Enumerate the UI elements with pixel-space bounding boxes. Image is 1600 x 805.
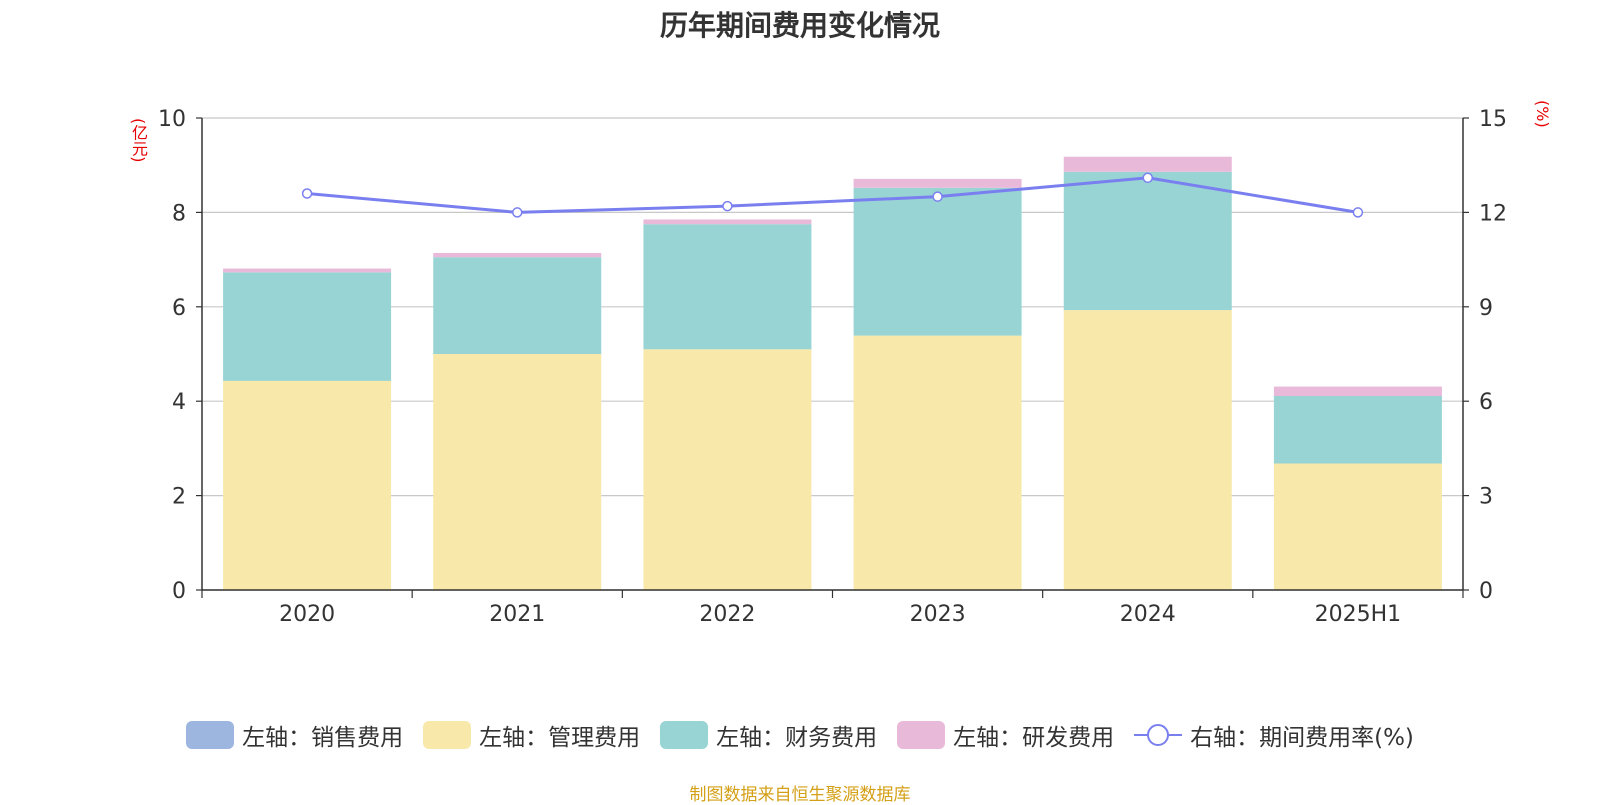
right-axis-tick-label: 3	[1479, 485, 1493, 510]
right-axis-label: (%)	[1533, 100, 1552, 128]
bar-admin	[433, 354, 602, 590]
legend-label-finance: 左轴：财务费用	[716, 725, 878, 751]
point-rate	[722, 200, 733, 212]
line-rate	[306, 176, 1359, 214]
data-source-note: 制图数据来自恒生聚源数据库	[689, 785, 911, 805]
point-rate	[1352, 207, 1364, 218]
left-axis-tick-label: 8	[172, 201, 186, 226]
left-axis-tick-label: 10	[158, 107, 186, 132]
bar-finance	[433, 257, 602, 354]
bar-admin	[1273, 463, 1442, 590]
legend-item-sales[interactable]: 左轴：销售费用	[186, 718, 403, 752]
bar-finance	[1273, 396, 1442, 464]
bar-rnd	[1063, 156, 1232, 172]
right-axis-tick-label: 15	[1479, 107, 1507, 132]
legend-label-sales: 左轴：销售费用	[242, 725, 404, 751]
point-rate	[301, 188, 313, 199]
legend-item-rate[interactable]: 右轴：期间费用率(%)	[1134, 718, 1414, 752]
bar-rnd	[643, 219, 812, 225]
point-rate	[1142, 172, 1153, 184]
left-axis-tick-label: 4	[172, 390, 186, 415]
point-rate	[512, 207, 523, 218]
right-axis-tick-label: 6	[1479, 390, 1493, 415]
bar-finance	[853, 187, 1022, 336]
chart-title: 历年期间费用变化情况	[659, 9, 940, 42]
bar-rnd	[433, 252, 602, 258]
bar-admin	[643, 349, 812, 590]
legend-label-rnd: 左轴：研发费用	[953, 725, 1115, 751]
legend-item-finance[interactable]: 左轴：财务费用	[660, 718, 877, 752]
legend-label-rate: 右轴：期间费用率(%)	[1190, 725, 1414, 751]
bar-rnd	[1273, 386, 1442, 397]
x-axis-tick-label: 2023	[910, 602, 966, 627]
right-axis-tick-label: 9	[1479, 296, 1493, 321]
x-axis-tick-label: 2025H1	[1315, 602, 1402, 627]
legend-item-admin[interactable]: 左轴：管理费用	[423, 718, 640, 752]
x-axis-tick-label: 2020	[279, 602, 335, 627]
legend-swatch-rnd	[897, 721, 946, 749]
bar-rnd	[853, 178, 1022, 188]
x-axis-tick-label: 2021	[489, 602, 545, 627]
right-axis-tick-label: 12	[1479, 201, 1507, 226]
left-axis-tick-label: 0	[172, 579, 186, 604]
bar-finance	[223, 272, 392, 381]
left-axis-tick-label: 2	[172, 485, 186, 510]
bar-rnd	[223, 268, 392, 273]
bar-finance	[1063, 171, 1232, 311]
legend-swatch-admin	[423, 721, 472, 749]
bar-admin	[1063, 310, 1232, 590]
legend-swatch-finance	[660, 721, 709, 749]
bar-admin	[853, 335, 1022, 590]
x-axis-tick-label: 2022	[699, 602, 755, 627]
legend-swatch-sales	[186, 721, 235, 749]
legend-item-rnd[interactable]: 左轴：研发费用	[897, 718, 1114, 752]
bar-finance	[643, 224, 812, 350]
legend-swatch-rate	[1134, 724, 1183, 746]
point-rate	[932, 191, 943, 202]
legend: 左轴：销售费用 左轴：管理费用 左轴：财务费用 左轴：研发费用 右轴：期间费用率…	[0, 718, 1600, 752]
left-axis-label: (亿元)	[129, 118, 148, 163]
legend-label-admin: 左轴：管理费用	[479, 725, 641, 751]
left-axis-tick-label: 6	[172, 296, 186, 321]
x-axis-tick-label: 2024	[1120, 602, 1176, 627]
bar-admin	[223, 380, 392, 590]
right-axis-tick-label: 0	[1479, 579, 1493, 604]
